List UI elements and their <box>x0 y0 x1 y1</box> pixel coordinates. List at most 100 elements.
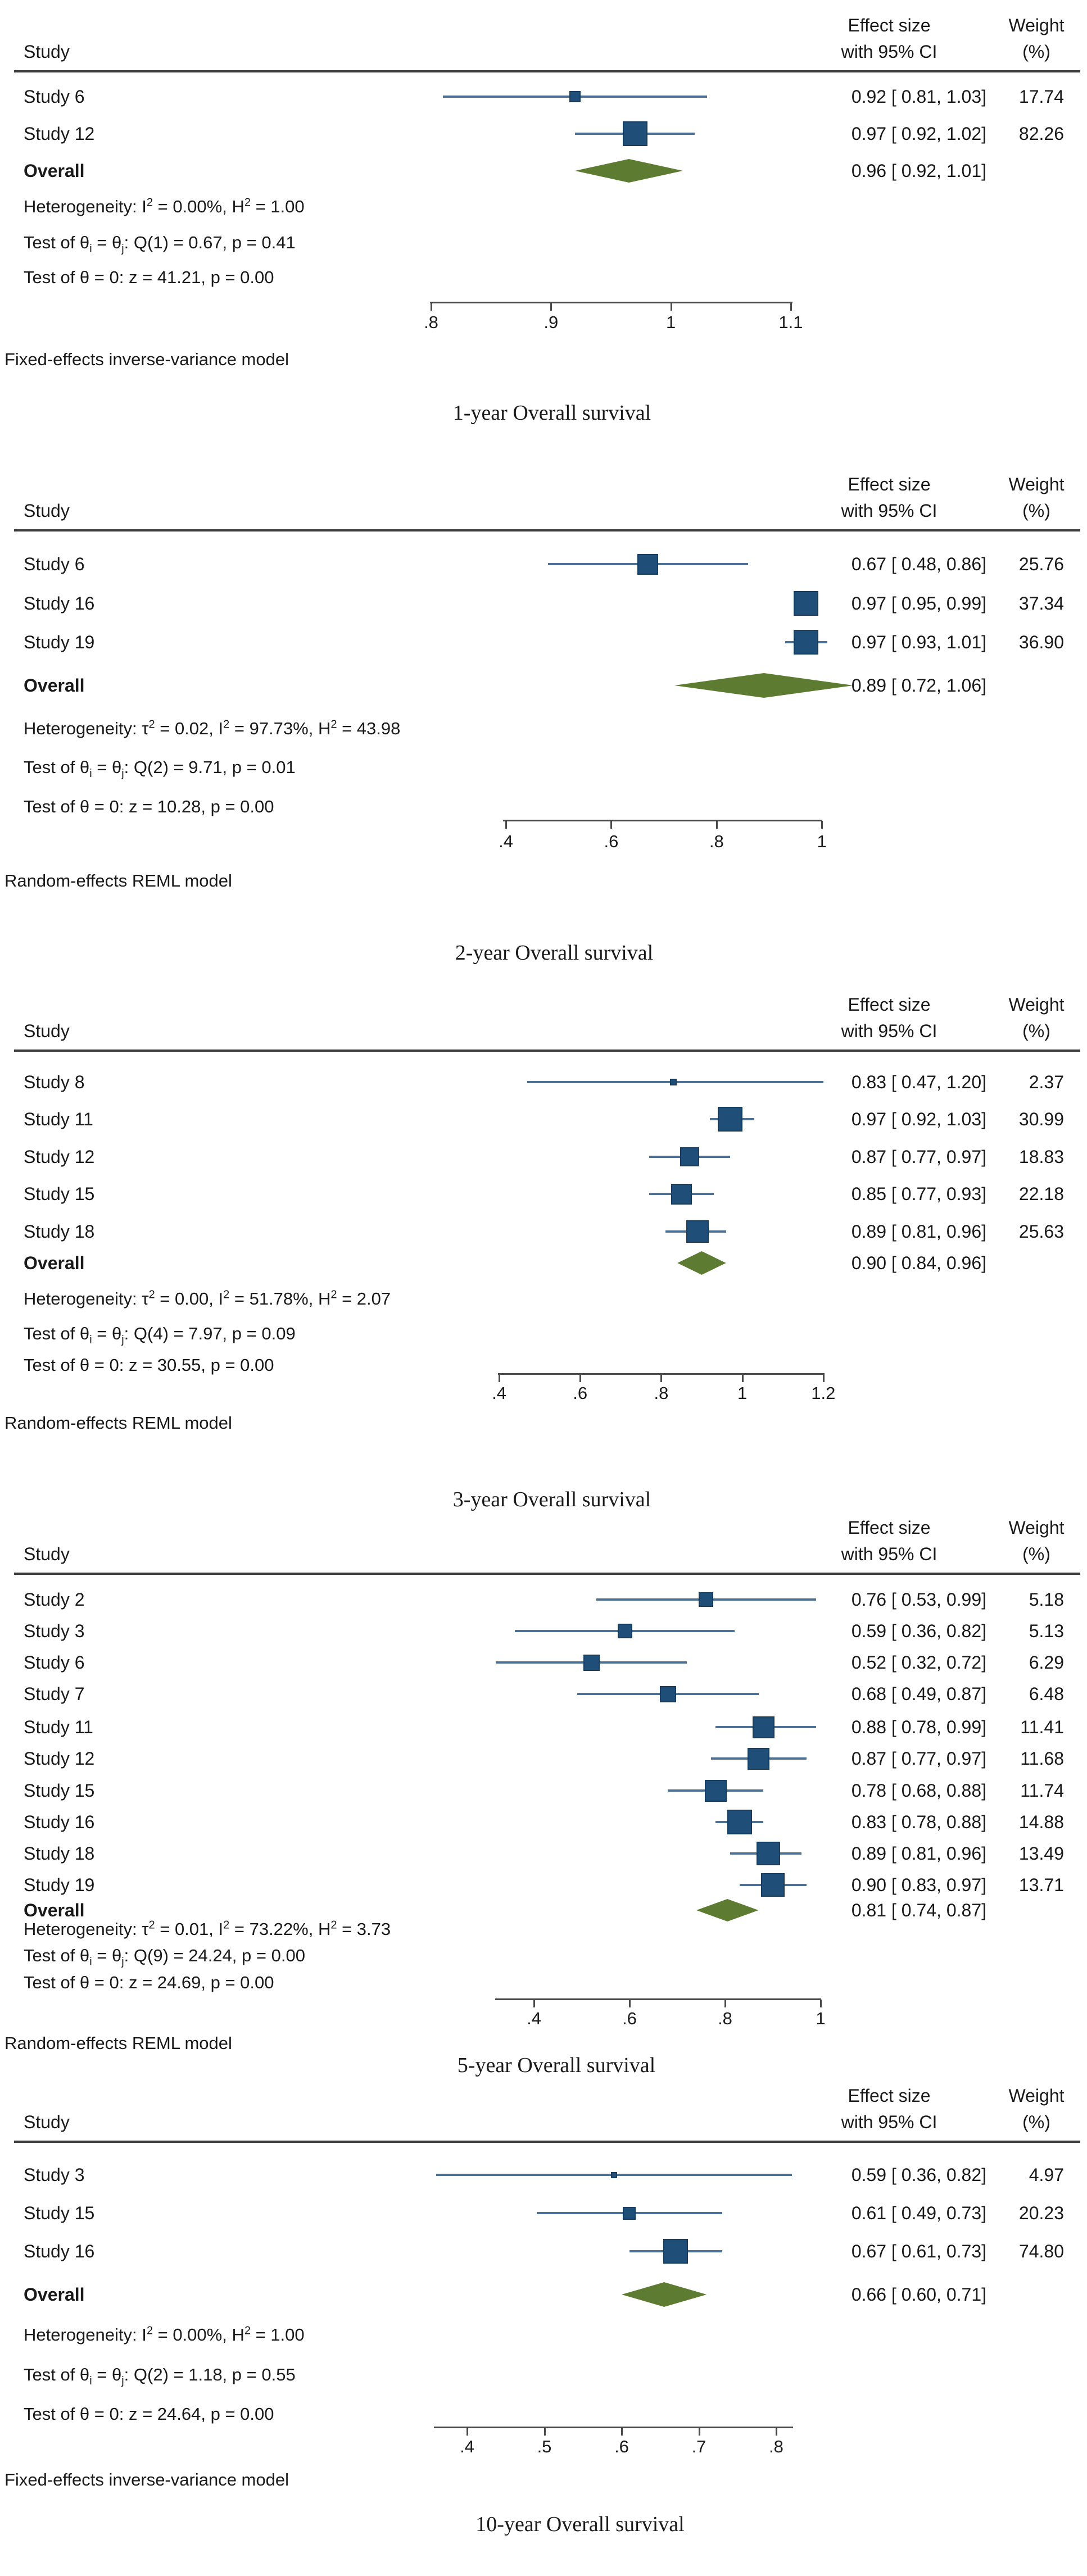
effect-size-value: 0.87 [ 0.77, 0.97] <box>851 1147 986 1167</box>
weight-value: 11.74 <box>1020 1780 1064 1801</box>
axis-tick <box>724 2000 726 2007</box>
model-label: Fixed-effects inverse-variance model <box>4 349 289 369</box>
header-rule <box>14 1573 1080 1575</box>
axis-tick <box>544 2428 546 2436</box>
axis-tick-label: .5 <box>537 2437 552 2456</box>
column-header-with-ci: with 95% CI <box>841 1544 937 1564</box>
effect-size-value: 0.61 [ 0.49, 0.73] <box>851 2203 986 2223</box>
overall-label: Overall <box>24 2284 85 2305</box>
model-label: Random-effects REML model <box>4 871 232 891</box>
effect-size-value: 0.90 [ 0.83, 0.97] <box>851 1875 986 1895</box>
test-zero-line: Test of θ = 0: z = 24.69, p = 0.00 <box>24 1973 274 1992</box>
header-rule <box>14 1050 1080 1052</box>
axis-tick-label: .6 <box>622 2009 637 2028</box>
model-label: Random-effects REML model <box>4 2033 232 2053</box>
effect-size-value: 0.92 [ 0.81, 1.03] <box>851 87 986 107</box>
effect-marker <box>686 1220 709 1243</box>
model-label: Random-effects REML model <box>4 1413 232 1433</box>
axis-tick <box>776 2428 777 2436</box>
weight-value: 11.41 <box>1020 1717 1064 1737</box>
weight-value: 2.37 <box>1029 1072 1064 1092</box>
overall-diamond <box>677 1251 726 1275</box>
effect-size-value: 0.83 [ 0.47, 1.20] <box>851 1072 986 1092</box>
effect-marker <box>617 1624 632 1638</box>
column-header-effect-size: Effect size <box>848 994 931 1015</box>
effect-size-value: 0.59 [ 0.36, 0.82] <box>851 2165 986 2185</box>
weight-value: 5.18 <box>1029 1589 1064 1610</box>
axis-tick-label: .6 <box>614 2437 629 2456</box>
axis-line <box>495 1998 821 2000</box>
effect-size-value: 0.97 [ 0.95, 0.99] <box>851 593 986 614</box>
study-label: Study 3 <box>24 1621 85 1641</box>
column-header-effect-size: Effect size <box>848 2086 931 2106</box>
effect-marker <box>717 1107 742 1132</box>
effect-marker <box>610 2171 617 2178</box>
effect-marker <box>623 2206 636 2220</box>
header-rule <box>14 2141 1080 2143</box>
axis-tick <box>790 303 792 311</box>
axis-tick-label: .7 <box>691 2437 706 2456</box>
weight-value: 37.34 <box>1018 593 1064 614</box>
study-label: Study 12 <box>24 1748 95 1769</box>
axis-tick-label: .4 <box>499 832 513 851</box>
effect-size-value: 0.67 [ 0.48, 0.86] <box>851 554 986 574</box>
axis-tick-label: 1 <box>817 832 827 851</box>
panel-title: 10-year Overall survival <box>475 2513 685 2536</box>
axis-tick <box>660 1374 663 1382</box>
effect-marker <box>637 553 659 575</box>
axis-tick-label: .8 <box>654 1383 669 1403</box>
axis-tick <box>670 303 672 311</box>
axis-tick-label: 1.2 <box>811 1383 836 1403</box>
axis-tick-label: 1 <box>737 1383 748 1403</box>
effect-marker <box>794 591 819 616</box>
column-header-effect-size: Effect size <box>848 474 931 494</box>
column-header-study: Study <box>24 42 70 62</box>
column-header-weight-pct: (%) <box>1022 501 1050 521</box>
axis-tick <box>629 2000 631 2007</box>
axis-line <box>430 302 792 303</box>
effect-size-value: 0.68 [ 0.49, 0.87] <box>851 1684 986 1704</box>
test-zero-line: Test of θ = 0: z = 30.55, p = 0.00 <box>24 1355 274 1375</box>
column-header-study: Study <box>24 2112 70 2132</box>
column-header-effect-size: Effect size <box>848 15 931 35</box>
column-header-weight-pct: (%) <box>1022 42 1050 62</box>
column-header-with-ci: with 95% CI <box>841 2112 937 2132</box>
axis-line <box>498 1373 825 1375</box>
axis-tick <box>741 1374 744 1382</box>
axis-tick <box>499 1374 500 1382</box>
axis-tick-label: .4 <box>460 2437 474 2456</box>
overall-label: Overall <box>24 1900 85 1920</box>
effect-size-value: 0.67 [ 0.61, 0.73] <box>851 2241 986 2261</box>
weight-value: 25.63 <box>1018 1221 1064 1242</box>
overall-effect-size-value: 0.81 [ 0.74, 0.87] <box>851 1900 986 1920</box>
axis-tick <box>431 303 432 311</box>
study-label: Study 19 <box>24 1875 95 1895</box>
effect-marker <box>752 1716 775 1738</box>
effect-size-value: 0.97 [ 0.93, 1.01] <box>851 632 986 652</box>
study-label: Study 8 <box>24 1072 85 1092</box>
weight-value: 30.99 <box>1018 1109 1064 1129</box>
axis-tick-label: .8 <box>718 2009 732 2028</box>
weight-value: 13.49 <box>1018 1843 1064 1864</box>
study-label: Study 11 <box>24 1109 93 1129</box>
axis-tick <box>466 2428 468 2436</box>
effect-size-value: 0.89 [ 0.81, 0.96] <box>851 1221 986 1242</box>
axis-tick-label: .6 <box>573 1383 588 1403</box>
heterogeneity-line: Heterogeneity: τ2 = 0.02, I2 = 97.73%, H… <box>24 718 401 738</box>
header-rule <box>14 529 1080 531</box>
effect-size-value: 0.97 [ 0.92, 1.02] <box>851 124 986 144</box>
study-label: Study 3 <box>24 2165 85 2185</box>
effect-marker <box>756 1842 780 1865</box>
weight-value: 36.90 <box>1018 632 1064 652</box>
overall-effect-size-value: 0.96 [ 0.92, 1.01] <box>851 161 986 181</box>
effect-size-value: 0.59 [ 0.36, 0.82] <box>851 1621 986 1641</box>
overall-effect-size-value: 0.89 [ 0.72, 1.06] <box>851 675 986 696</box>
axis-tick-label: .6 <box>604 832 619 851</box>
effect-size-value: 0.83 [ 0.78, 0.88] <box>851 1812 986 1832</box>
overall-diamond <box>574 159 683 183</box>
effect-marker <box>704 1779 727 1802</box>
effect-marker <box>671 1183 692 1205</box>
study-label: Study 2 <box>24 1589 85 1610</box>
study-label: Study 11 <box>24 1717 93 1737</box>
test-homogeneity-line: Test of θi = θj: Q(4) = 7.97, p = 0.09 <box>24 1324 296 1347</box>
